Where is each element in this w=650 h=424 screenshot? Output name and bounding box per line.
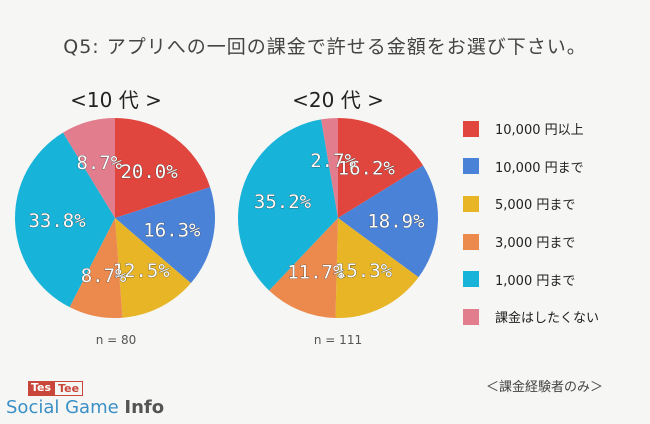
pie-slice-1000 xyxy=(15,132,115,308)
legend-label: 3,000 円まで xyxy=(495,236,576,252)
slice-label-10000: 16.3% xyxy=(143,219,201,241)
legend-label: 5,000 円まで xyxy=(495,198,576,214)
pie-10s: 20.0%16.3%12.5%8.7%33.8%8.7% xyxy=(15,118,215,318)
legend-item-10000: 10,000 円まで xyxy=(463,156,599,177)
legend-swatch xyxy=(463,271,479,288)
slice-label-5000: 15.3% xyxy=(335,260,393,282)
pie-slice-10000-plus xyxy=(115,118,211,218)
pie-title-10s: <10 代 > xyxy=(70,88,162,112)
pie-slice-3000 xyxy=(269,218,338,318)
footnote: ＜課金経験者のみ＞ xyxy=(486,380,604,395)
site-logo[interactable]: Tes Tee Social Game Info xyxy=(6,381,164,418)
logo-main-bold: Info xyxy=(124,397,165,418)
pie-slice-1000 xyxy=(238,119,338,291)
pie-slice-5000 xyxy=(115,218,191,318)
legend: 10,000 円以上 10,000 円まで 5,000 円まで 3,000 円ま… xyxy=(463,118,599,344)
logo-badge: Tes Tee xyxy=(28,381,164,396)
slice-label-1000: 33.8% xyxy=(28,210,86,232)
pie-slice-10000-plus xyxy=(338,118,424,218)
slice-label-no-payment: 2.7% xyxy=(310,150,356,172)
logo-main-text: Social Game xyxy=(6,397,125,418)
chart-title: Q5: アプリへの一回の課金で許せる金額をお選び下さい。 xyxy=(63,36,587,58)
legend-label: 10,000 円まで xyxy=(495,160,584,176)
legend-item-1000: 1,000 円まで xyxy=(463,269,599,290)
legend-swatch xyxy=(463,158,479,175)
legend-item-10000-plus: 10,000 円以上 xyxy=(463,118,599,139)
legend-swatch xyxy=(463,120,479,137)
slice-label-3000: 11.7% xyxy=(287,262,345,284)
legend-item-5000: 5,000 円まで xyxy=(463,193,599,214)
n-label-20s: n = 111 xyxy=(313,333,363,347)
n-label-10s: n = 80 xyxy=(95,333,137,347)
logo-tee: Tee xyxy=(54,381,84,396)
slice-label-10000: 18.9% xyxy=(367,210,425,232)
legend-swatch xyxy=(463,308,479,325)
pie-slice-3000 xyxy=(69,218,123,318)
slice-label-10000-plus: 16.2% xyxy=(338,157,396,179)
legend-swatch xyxy=(463,233,479,250)
logo-tes: Tes xyxy=(28,381,55,396)
pie-slice-no-payment xyxy=(321,118,338,218)
pie-slice-no-payment xyxy=(63,118,115,218)
pie-slice-10000 xyxy=(115,187,215,284)
slice-label-3000: 8.7% xyxy=(81,265,127,287)
legend-label: 課金はしたくない xyxy=(495,311,600,327)
pie-title-20s: <20 代 > xyxy=(292,88,384,112)
legend-item-no-payment: 課金はしたくない xyxy=(463,306,599,327)
pie-slice-10000 xyxy=(338,165,438,278)
legend-label: 10,000 円以上 xyxy=(495,123,584,138)
logo-wordmark: Social Game Info xyxy=(6,397,164,418)
pie-slice-5000 xyxy=(335,218,419,318)
slice-label-5000: 12.5% xyxy=(113,260,171,282)
legend-label: 1,000 円まで xyxy=(495,273,576,289)
pie-20s: 16.2% 18.9% 15.3%11.7% 35.2% 2.7% xyxy=(238,118,438,318)
slice-label-10000-plus: 20.0% xyxy=(120,161,178,183)
slice-label-1000: 35.2% xyxy=(254,191,312,213)
slice-label-no-payment: 8.7% xyxy=(76,152,122,174)
legend-swatch xyxy=(463,195,479,212)
legend-item-3000: 3,000 円まで xyxy=(463,231,599,252)
